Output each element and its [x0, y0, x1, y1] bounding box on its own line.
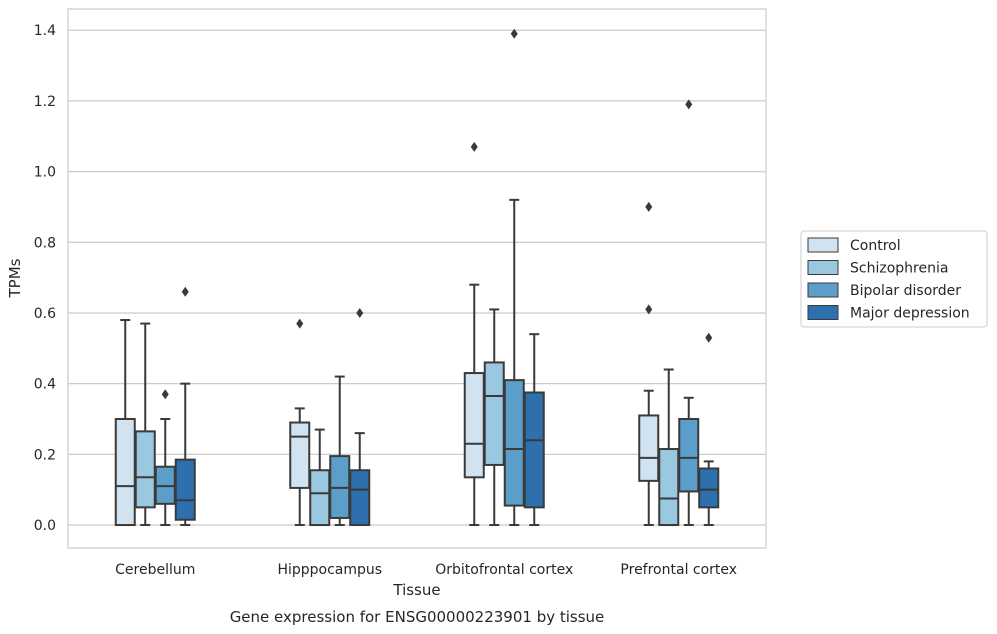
outlier-point — [470, 141, 478, 152]
plot-frame — [67, 8, 767, 549]
box-major-depression — [698, 332, 720, 527]
legend-swatch — [807, 260, 839, 275]
outlier-point — [645, 304, 653, 315]
legend-label: Control — [850, 238, 901, 254]
legend-swatch — [807, 282, 839, 298]
x-tick-label: Hipppocampus — [277, 562, 382, 578]
x-axis-label: Tissue — [392, 581, 440, 599]
legend: Control Schizophrenia Bipolar disorder Majo… — [800, 230, 988, 328]
y-tick-label: 0.6 — [34, 306, 56, 322]
x-tick-label: Prefrontal cortex — [620, 562, 737, 578]
outlier-point — [356, 307, 364, 318]
box-bipolar-disorder — [503, 28, 525, 527]
outlier-point — [296, 318, 304, 329]
legend-swatch — [807, 237, 839, 253]
box-control — [638, 201, 660, 527]
legend-frame — [800, 230, 988, 328]
y-tick-label: 1.0 — [34, 165, 56, 181]
box-iqr — [678, 417, 700, 493]
box-iqr — [638, 414, 660, 482]
figure-caption: Gene expression for ENSG00000223901 by t… — [230, 608, 605, 626]
box-iqr — [523, 391, 545, 509]
y-axis-label: TPMs — [6, 258, 24, 298]
outlier-point — [685, 99, 693, 110]
box-iqr — [349, 469, 371, 527]
y-tick-label: 1.4 — [34, 23, 56, 39]
legend-label: Schizophrenia — [850, 261, 948, 277]
box-major-depression — [349, 307, 371, 527]
outlier-point — [181, 286, 189, 297]
outlier-point — [161, 389, 169, 400]
y-tick-label: 1.2 — [34, 94, 56, 110]
box-iqr — [463, 372, 485, 479]
box-iqr — [503, 379, 525, 507]
y-tick-label: 0.0 — [34, 518, 56, 534]
box-control — [114, 319, 136, 527]
x-tick-label: Orbitofrontal cortex — [435, 562, 573, 578]
box-iqr — [309, 469, 331, 527]
box-major-depression — [174, 286, 196, 527]
box-iqr — [483, 361, 505, 466]
legend-label: Bipolar disorder — [850, 283, 961, 299]
box-groups — [114, 28, 720, 527]
box-schizophrenia — [658, 368, 680, 527]
box-major-depression — [523, 333, 545, 527]
box-iqr — [289, 421, 311, 489]
y-tick-label: 0.2 — [34, 447, 56, 463]
legend-swatch — [807, 305, 839, 320]
x-tick-label: Cerebellum — [115, 562, 195, 578]
y-tick-label: 0.4 — [34, 377, 56, 393]
x-axis-ticks: Cerebellum Hipppocampus Orbitofrontal cort… — [115, 562, 737, 578]
box-control — [289, 318, 311, 527]
y-axis-ticks: 0.0 0.2 0.4 0.6 0.8 1.0 1.2 1.4 — [34, 23, 56, 534]
outlier-point — [645, 201, 653, 212]
y-tick-label: 0.8 — [34, 235, 56, 251]
box-iqr — [134, 430, 156, 509]
box-iqr — [114, 417, 136, 527]
legend-label: Major depression — [850, 306, 970, 322]
box-iqr — [174, 458, 196, 521]
box-bipolar-disorder — [154, 389, 176, 527]
outlier-point — [510, 28, 518, 39]
box-iqr — [698, 467, 720, 509]
box-bipolar-disorder — [678, 99, 700, 527]
box-iqr — [658, 448, 680, 527]
outlier-point — [705, 332, 713, 343]
